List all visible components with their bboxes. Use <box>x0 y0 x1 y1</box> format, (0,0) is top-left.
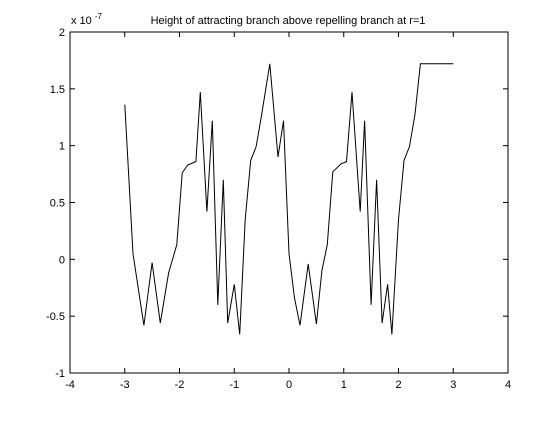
x-tick-label: -2 <box>175 379 185 391</box>
y-tick-label: 1 <box>59 141 65 153</box>
y-tick-label: -1 <box>55 368 65 380</box>
y-scale-exponent: -7 <box>95 12 103 21</box>
x-tick-label: 3 <box>450 379 456 391</box>
x-tick-label: -4 <box>65 379 75 391</box>
y-tick-label: 2 <box>59 27 65 39</box>
x-tick-label: 4 <box>505 379 511 391</box>
y-tick-label: 1.5 <box>50 84 65 96</box>
y-scale-label: x 10 -7 <box>71 12 103 27</box>
x-tick-label: -1 <box>229 379 239 391</box>
y-tick-label: -0.5 <box>46 311 65 323</box>
y-tick-label: 0.5 <box>50 198 65 210</box>
axes-box <box>69 31 509 374</box>
x-tick-label: 1 <box>341 379 347 391</box>
y-tick-label: 0 <box>59 254 65 266</box>
y-axis: -1 -0.5 0 0.5 1 1.5 2 <box>46 27 508 380</box>
x-tick-label: -3 <box>120 379 130 391</box>
x-axis: -4 -3 -2 -1 0 1 2 3 4 <box>65 32 511 391</box>
x-tick-label: 2 <box>395 379 401 391</box>
x-tick-label: 0 <box>286 379 292 391</box>
chart-title: Height of attracting branch above repell… <box>151 15 426 27</box>
series-line <box>124 63 454 335</box>
